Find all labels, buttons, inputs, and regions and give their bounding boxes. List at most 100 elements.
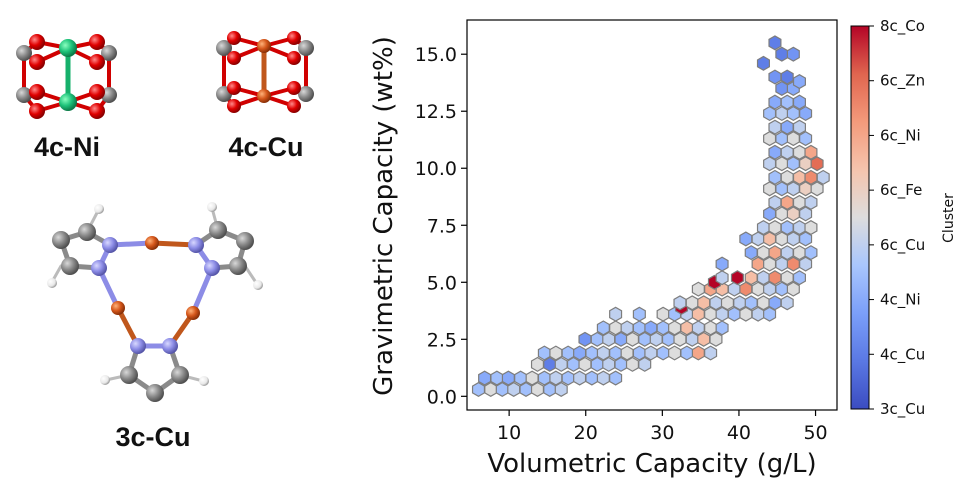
hexbin-cell (715, 256, 729, 272)
hexbin-cell (704, 320, 718, 336)
colorbar-tick-label: 4c_Cu (880, 345, 925, 364)
hexbin-cell (573, 370, 587, 386)
hexbin-cell (620, 320, 634, 336)
hexbin-cell (680, 345, 694, 361)
hexbin-cell (585, 345, 599, 361)
colorbar-ticks: 3c_Cu 4c_Cu 4c_Ni 6c_Cu 6c_Fe 6c_Ni 6c_Zn 8c_Co (869, 17, 925, 419)
hexbin-cell (786, 181, 800, 197)
hexbin-cell (768, 245, 782, 261)
hexbin-cell (768, 295, 782, 311)
x-tick-label: 30 (650, 422, 674, 444)
hexbin-cell (668, 320, 682, 336)
y-tick-label: 10.0 (415, 158, 457, 180)
hexbin-cell (780, 295, 794, 311)
hexbin-cell (786, 156, 800, 172)
hexbin-cell (596, 345, 610, 361)
hexbin-cell (768, 119, 782, 135)
hexbin-cell (780, 219, 794, 236)
x-axis: 10 20 30 40 50 (497, 410, 828, 444)
molecule-label-3c-cu: 3c-Cu (115, 422, 190, 452)
hexbin-cell (668, 345, 682, 361)
hexbin-cell (704, 345, 718, 361)
molecule-label-4c-ni: 4c-Ni (34, 132, 100, 162)
y-tick-label: 12.5 (415, 101, 457, 123)
hexbin-cell (537, 370, 551, 386)
hexbin-cell (780, 194, 794, 211)
y-axis: 0.0 2.5 5.0 7.5 10.0 12.5 15.0 (415, 44, 467, 408)
hexbin-cell (780, 144, 794, 160)
x-tick-label: 40 (727, 422, 751, 444)
molecule-label-4c-cu: 4c-Cu (228, 132, 303, 162)
hexbin-cell (549, 370, 563, 386)
hexbin-cell (756, 219, 771, 236)
hexbin-cell (501, 370, 515, 386)
hexbin-cell (786, 206, 800, 222)
hexbin-cell (709, 331, 723, 347)
hexbin-cell (768, 194, 782, 211)
hexbin-cell (780, 119, 794, 135)
hexbin-cell (756, 245, 771, 261)
hexbin-cell (656, 306, 670, 322)
hexbin-cells (471, 35, 830, 398)
hexbin-cell (786, 46, 800, 62)
hexbin-cell (691, 281, 705, 297)
hexbin-cell (471, 381, 486, 398)
hexbin-cell (799, 105, 813, 122)
hexbin-cell (792, 245, 807, 261)
hexbin-cell (609, 320, 623, 336)
hexbin-cell (638, 356, 652, 372)
hexbin-cell (756, 270, 771, 286)
hexbin-cell (530, 356, 545, 372)
hexbin-cell (691, 320, 705, 336)
hexbin-cell (685, 295, 699, 311)
hexbin-cell (780, 270, 794, 286)
x-tick-label: 50 (803, 422, 827, 444)
hexbin-cell (578, 331, 592, 347)
hexbin-cell (484, 381, 498, 398)
colorbar-tick-label: 3c_Cu (880, 400, 925, 419)
hexbin-cell (786, 231, 800, 247)
hexbin-cell (561, 345, 575, 361)
hexbin-cell (709, 295, 723, 311)
hexbin-cell (585, 370, 599, 386)
colorbar-tick-label: 4c_Ni (880, 291, 921, 310)
hexbin-cell (715, 270, 729, 286)
hexbin-cell (810, 156, 824, 172)
hexbin-cell (799, 131, 813, 147)
hexbin-cell (525, 370, 539, 386)
hexbin-cell (620, 345, 634, 361)
hexbin-cell (780, 94, 794, 110)
y-tick-label: 15.0 (415, 44, 457, 66)
hexbin-cell (786, 131, 800, 147)
hexbin-cell (514, 370, 528, 386)
hexbin-cell (715, 320, 729, 336)
x-axis-title: Volumetric Capacity (g/L) (487, 449, 816, 479)
hexbin-cell (656, 320, 670, 336)
hexbin-cell (763, 306, 777, 322)
hexbin-cell (756, 55, 771, 71)
plot-frame (466, 19, 838, 411)
hexbin-cell (816, 169, 830, 185)
y-axis-title: Gravimetric Capacity (wt%) (369, 36, 399, 396)
x-tick-label: 10 (497, 422, 521, 444)
hexbin-cell (786, 256, 800, 272)
hexbin-cell (786, 105, 800, 122)
hexbin-cell (744, 245, 758, 261)
colorbar-tick-label: 6c_Ni (880, 126, 921, 145)
hexbin-cell (780, 245, 794, 261)
hexbin-cell (768, 169, 782, 185)
hexbin-cell (697, 295, 711, 311)
hexbin-cell (792, 144, 807, 160)
hexbin-cell (554, 381, 568, 398)
y-tick-label: 0.0 (427, 386, 457, 408)
hexbin-cell (792, 169, 807, 185)
hexbin-cell (573, 345, 587, 361)
hexbin-cell (799, 256, 813, 272)
hexbin-cell (804, 219, 818, 236)
hexbin-cell (596, 320, 610, 336)
x-tick-label: 20 (574, 422, 598, 444)
hexbin-cell (596, 370, 610, 386)
y-tick-label: 2.5 (427, 329, 457, 351)
colorbar-tick-label: 6c_Cu (880, 236, 925, 255)
hexbin-cell (632, 345, 646, 361)
